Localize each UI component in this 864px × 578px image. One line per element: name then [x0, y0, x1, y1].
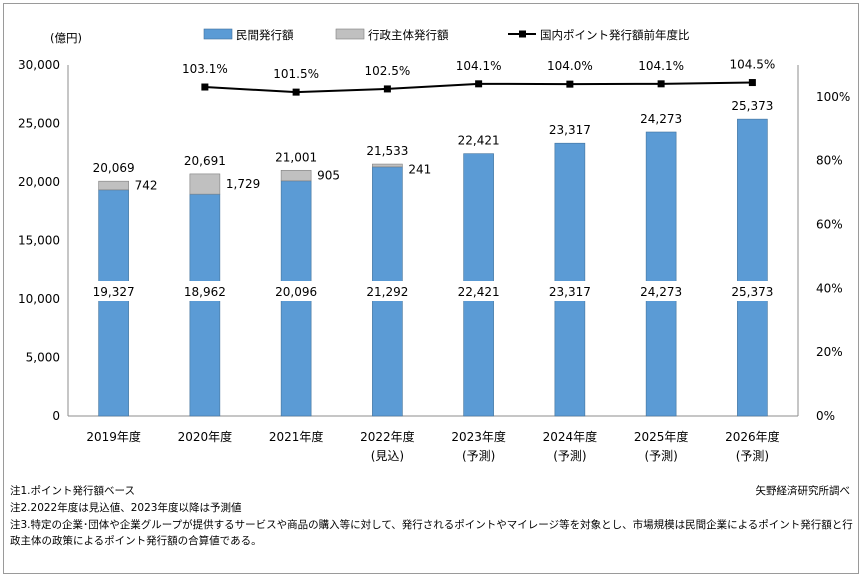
total-value-label: 23,317: [549, 123, 591, 137]
legend-label-government: 行政主体発行額: [368, 28, 449, 42]
ratio-marker: [748, 79, 756, 87]
x-tick-label: 2020年度: [178, 429, 233, 444]
total-label-box: [722, 97, 783, 115]
x-tick-label: 2019年度: [86, 429, 141, 444]
private-label-box: [448, 281, 509, 301]
private-value-label: 20,096: [275, 285, 317, 299]
ratio-marker: [475, 80, 483, 88]
ratio-value-label: 104.1%: [456, 59, 502, 73]
x-tick-sublabel: (予測): [644, 449, 677, 463]
y-tick-label: 20,000: [18, 175, 60, 189]
private-label-box: [631, 281, 692, 301]
source-credit: 矢野経済研究所調べ: [755, 485, 851, 497]
total-value-label: 21,001: [275, 150, 317, 164]
ratio-marker: [292, 88, 300, 96]
note-2: 注2.2022年度は見込値、2023年度以降は予測値: [10, 502, 242, 514]
legend-label-ratio: 国内ポイント発行額前年度比: [540, 28, 690, 42]
x-tick-label: 2026年度: [725, 429, 780, 444]
ratio-value-label: 102.5%: [364, 64, 410, 78]
x-tick-label: 2021年度: [269, 429, 324, 444]
ratio-value-label: 104.0%: [547, 59, 593, 73]
private-value-label: 21,292: [366, 285, 408, 299]
total-label-box: [83, 159, 144, 177]
government-value-label: 1,729: [226, 177, 260, 191]
total-label-box: [174, 151, 235, 169]
total-value-label: 22,421: [458, 134, 500, 148]
y2-tick-label: 100%: [816, 90, 850, 104]
note-1: 注1.ポイント発行額ベース: [10, 485, 135, 497]
x-tick-sublabel: (予測): [462, 449, 495, 463]
x-tick-sublabel: (予測): [736, 449, 769, 463]
ratio-marker: [657, 80, 665, 88]
legend-swatch-government: [335, 28, 365, 40]
total-value-label: 21,533: [366, 144, 408, 158]
x-tick-label: 2024年度: [543, 429, 598, 444]
total-label-box: [357, 142, 418, 160]
bar-government: [189, 173, 221, 195]
ratio-value-label: 104.5%: [729, 58, 775, 72]
note-3-continued: 政主体の政策によるポイント発行額の合算値である。: [10, 535, 262, 547]
y2-tick-label: 0%: [816, 409, 835, 423]
bar-government: [280, 169, 312, 182]
note-3: 注3.特定の企業･団体や企業グループが提供するサービスや商品の購入等に対して、発…: [10, 519, 853, 531]
y-axis-unit-label: (億円): [50, 31, 82, 45]
ratio-value-label: 104.1%: [638, 59, 684, 73]
government-value-label: 742: [135, 179, 158, 193]
private-value-label: 23,317: [549, 285, 591, 299]
private-label-box: [83, 281, 144, 301]
total-value-label: 25,373: [731, 99, 773, 113]
y-tick-label: 5,000: [26, 351, 60, 365]
y-tick-label: 25,000: [18, 117, 60, 131]
y2-tick-label: 40%: [816, 281, 843, 295]
y-tick-label: 0: [52, 409, 60, 423]
legend-marker-ratio: [519, 30, 526, 38]
private-value-label: 24,273: [640, 285, 682, 299]
ratio-value-label: 101.5%: [273, 67, 319, 81]
ratio-value-label: 103.1%: [182, 62, 228, 76]
bar-government: [372, 163, 403, 168]
y-tick-label: 15,000: [18, 234, 60, 248]
x-tick-label: 2025年度: [634, 429, 689, 444]
private-label-box: [266, 281, 327, 301]
total-label-box: [448, 131, 509, 149]
bar-private: [554, 142, 586, 417]
total-label-box: [631, 110, 692, 128]
ratio-marker: [383, 85, 391, 93]
x-tick-sublabel: (予測): [553, 449, 586, 463]
bar-private: [645, 131, 677, 417]
x-tick-label: 2022年度: [360, 429, 415, 444]
bar-private: [189, 193, 221, 417]
y2-tick-label: 60%: [816, 218, 843, 232]
private-label-box: [722, 281, 783, 301]
bar-private: [98, 189, 129, 417]
y2-tick-label: 20%: [816, 345, 843, 359]
y-tick-label: 10,000: [18, 292, 60, 306]
total-value-label: 24,273: [640, 112, 682, 126]
total-value-label: 20,691: [184, 154, 226, 168]
chart-frame: [3, 3, 859, 574]
y2-tick-label: 80%: [816, 154, 843, 168]
x-tick-label: 2023年度: [451, 429, 506, 444]
government-value-label: 905: [317, 169, 340, 183]
private-value-label: 22,421: [458, 285, 500, 299]
private-value-label: 25,373: [731, 285, 773, 299]
x-tick-sublabel: (見込): [371, 449, 404, 463]
legend-swatch-private: [203, 28, 233, 40]
total-value-label: 20,069: [93, 161, 135, 175]
private-label-box: [357, 281, 418, 301]
private-value-label: 18,962: [184, 285, 226, 299]
bar-government: [98, 180, 129, 191]
y-tick-label: 30,000: [18, 58, 60, 72]
private-value-label: 19,327: [93, 285, 135, 299]
total-label-box: [539, 121, 600, 139]
government-value-label: 241: [408, 162, 431, 176]
bar-private: [737, 118, 768, 417]
total-label-box: [266, 148, 327, 166]
private-label-box: [539, 281, 600, 301]
private-label-box: [174, 281, 235, 301]
legend-label-private: 民間発行額: [236, 28, 294, 42]
ratio-marker: [201, 83, 209, 91]
ratio-marker: [566, 80, 574, 88]
